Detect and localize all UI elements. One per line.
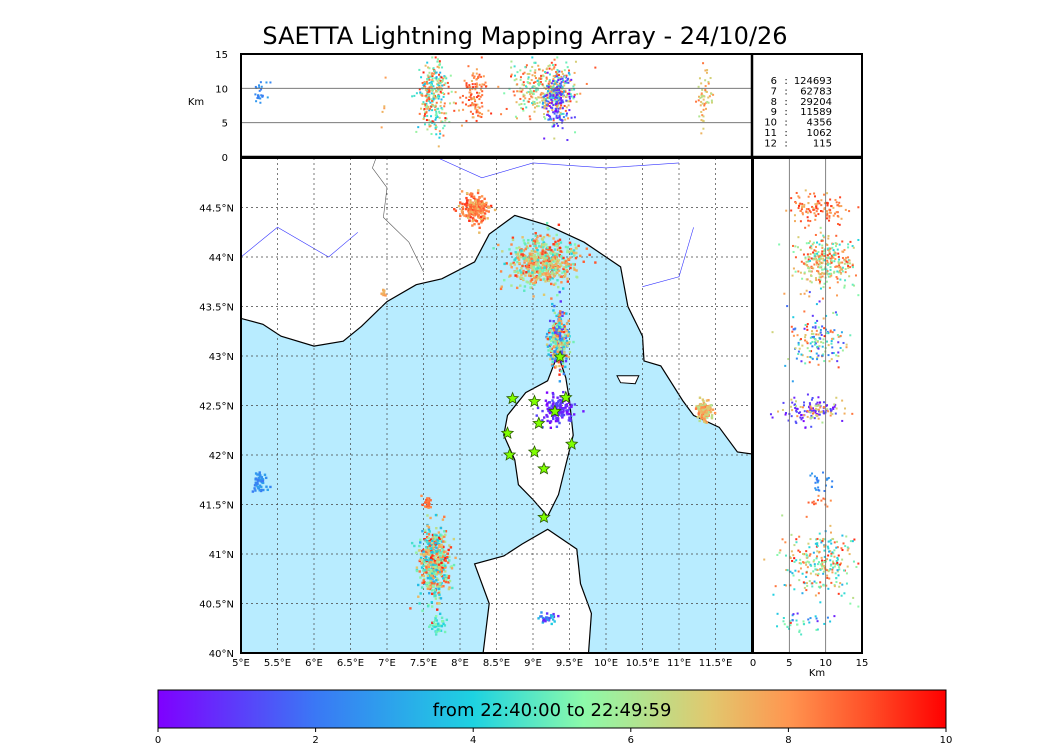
- lon-tick-label: 6°E: [305, 658, 323, 669]
- stat-sep: :: [784, 128, 787, 139]
- lon-tick-label: 5°E: [232, 658, 250, 669]
- station-star: [532, 416, 546, 430]
- stat-sep: :: [784, 86, 787, 97]
- stat-sep: :: [784, 118, 787, 129]
- lat-tick-label: 40°N: [209, 649, 234, 660]
- altitude-tick-label: 0: [222, 153, 228, 164]
- colorbar-bar: [157, 689, 947, 729]
- station-star: [500, 426, 515, 439]
- station-star: [548, 404, 562, 418]
- source-count-table: 6:1246937:627838:292049:1158910:435611:1…: [764, 76, 832, 149]
- corsica: [503, 354, 574, 518]
- stat-sep: :: [784, 138, 787, 149]
- axis-ticks: 5°E 5.5°E 6°E 6.5°E 7°E 7.5°E 8°E 8.5°E 9°E 9.5°E…: [188, 50, 869, 679]
- lon-tick-label: 11°E: [667, 658, 691, 669]
- side-frame: [752, 157, 863, 654]
- station-star: [527, 444, 542, 458]
- altitude-tick-label: 10: [215, 84, 228, 95]
- lat-tick-label: 41°N: [209, 550, 234, 561]
- map-panel: [241, 158, 752, 653]
- lon-tick-label: 7.5°E: [410, 658, 437, 669]
- elba: [616, 375, 640, 385]
- colorbar-tick-label: 0: [155, 735, 161, 746]
- river: [241, 226, 358, 258]
- station-star: [505, 391, 520, 405]
- side-altitude-panel: [763, 158, 860, 653]
- chart-title: SAETTA Lightning Mapping Array - 24/10/2…: [262, 22, 788, 50]
- stat-level: 9: [771, 107, 777, 118]
- station-star: [502, 447, 517, 461]
- river: [437, 158, 680, 179]
- river: [642, 227, 694, 287]
- lon-tick-label: 8°E: [451, 658, 469, 669]
- lat-tick-label: 43°N: [209, 352, 234, 363]
- stat-count: 4356: [807, 118, 832, 129]
- lon-tick-label: 10°E: [594, 658, 618, 669]
- lon-tick-label: 8.5°E: [483, 658, 510, 669]
- lat-tick-label: 44.5°N: [199, 204, 234, 215]
- lon-tick-label: 6.5°E: [337, 658, 364, 669]
- stat-count: 62783: [800, 86, 832, 97]
- station-star: [559, 390, 573, 404]
- stat-sep: :: [784, 76, 787, 87]
- altitude-panel: [241, 56, 752, 148]
- country-border: [372, 158, 424, 272]
- lat-tick-label: 43.5°N: [199, 303, 234, 314]
- station-star: [565, 437, 579, 450]
- lat-tick-label: 42°N: [209, 451, 234, 462]
- stat-level: 10: [764, 118, 777, 129]
- lat-tick-label: 40.5°N: [199, 600, 234, 611]
- altitude-tick-label: 15: [215, 50, 228, 61]
- side-axis-label: Km: [809, 668, 825, 679]
- stat-level: 7: [771, 86, 777, 97]
- lon-tick-label: 7°E: [378, 658, 396, 669]
- colorbar-tick-label: 8: [785, 735, 791, 746]
- land-group: [241, 158, 752, 653]
- stat-sep: :: [784, 107, 787, 118]
- side-tick-label: 5: [786, 658, 792, 669]
- time-colorbar: 0 2 4 6 8 10: [155, 689, 953, 746]
- station-star: [537, 510, 551, 524]
- stat-level: 8: [771, 97, 777, 108]
- stat-count: 115: [813, 138, 832, 149]
- stat-count: 29204: [800, 97, 832, 108]
- lat-tick-label: 42.5°N: [199, 402, 234, 413]
- lon-tick-label: 10.5°E: [626, 658, 660, 669]
- colorbar-tick-label: 2: [312, 735, 318, 746]
- colorbar-tick-label: 6: [628, 735, 634, 746]
- lat-tick-label: 41.5°N: [199, 501, 234, 512]
- lat-tick-label: 44°N: [209, 253, 234, 264]
- stat-count: 1062: [807, 128, 832, 139]
- map-grid: [241, 158, 752, 653]
- stat-count: 124693: [794, 76, 832, 87]
- altitude-axis-label: Km: [188, 97, 204, 108]
- colorbar-tick-label: 10: [940, 735, 953, 746]
- side-tick-label: 15: [856, 658, 869, 669]
- stat-level: 12: [764, 138, 777, 149]
- side-tick-label: 0: [750, 658, 756, 669]
- lon-tick-label: 9.5°E: [556, 658, 583, 669]
- stat-level: 6: [771, 76, 777, 87]
- stat-sep: :: [784, 97, 787, 108]
- lon-tick-label: 9°E: [524, 658, 542, 669]
- altitude-tick-label: 5: [222, 119, 228, 130]
- lon-tick-label: 5.5°E: [264, 658, 291, 669]
- station-star: [553, 349, 567, 363]
- sardinia: [473, 528, 593, 653]
- stat-count: 11589: [800, 107, 832, 118]
- colorbar-label: from 22:40:00 to 22:49:59: [432, 700, 672, 721]
- station-star: [527, 394, 542, 408]
- lon-tick-label: 11.5°E: [699, 658, 733, 669]
- colorbar-tick-label: 4: [470, 735, 476, 746]
- station-star: [537, 461, 551, 475]
- side-tick-label: 10: [819, 658, 832, 669]
- stat-level: 11: [764, 128, 777, 139]
